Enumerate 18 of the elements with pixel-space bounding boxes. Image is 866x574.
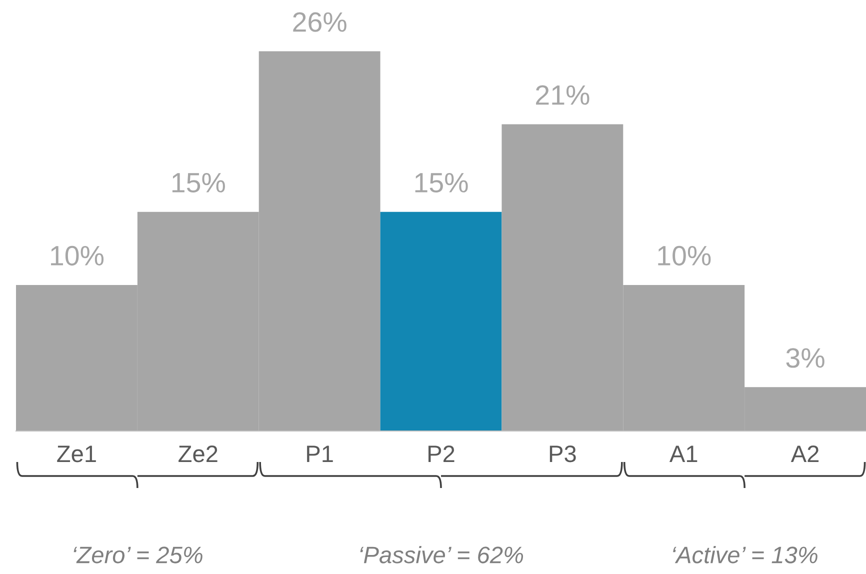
data-label: 15% [415, 172, 468, 193]
data-label: 26% [293, 12, 346, 32]
data-label: 10% [658, 246, 711, 266]
x-tick-label: Ze1 [57, 446, 96, 462]
data-label: 15% [172, 172, 225, 193]
x-tick-label: P1 [307, 446, 333, 462]
data-label: 10% [51, 246, 104, 266]
text: ‘Passive’ = 62% [360, 546, 524, 564]
x-tick-label: Ze2 [178, 446, 218, 462]
x-tick-label: P3 [550, 446, 576, 462]
data-label: 3% [786, 348, 824, 368]
bar [380, 212, 502, 431]
text: ‘Active’ = 13% [673, 546, 818, 564]
data-label: 21% [536, 85, 590, 105]
x-tick-label: P2 [428, 446, 454, 462]
x-tick-label: A2 [790, 446, 819, 462]
x-tick-label: A1 [669, 446, 698, 462]
text: ‘Zero’ = 25% [74, 546, 202, 564]
